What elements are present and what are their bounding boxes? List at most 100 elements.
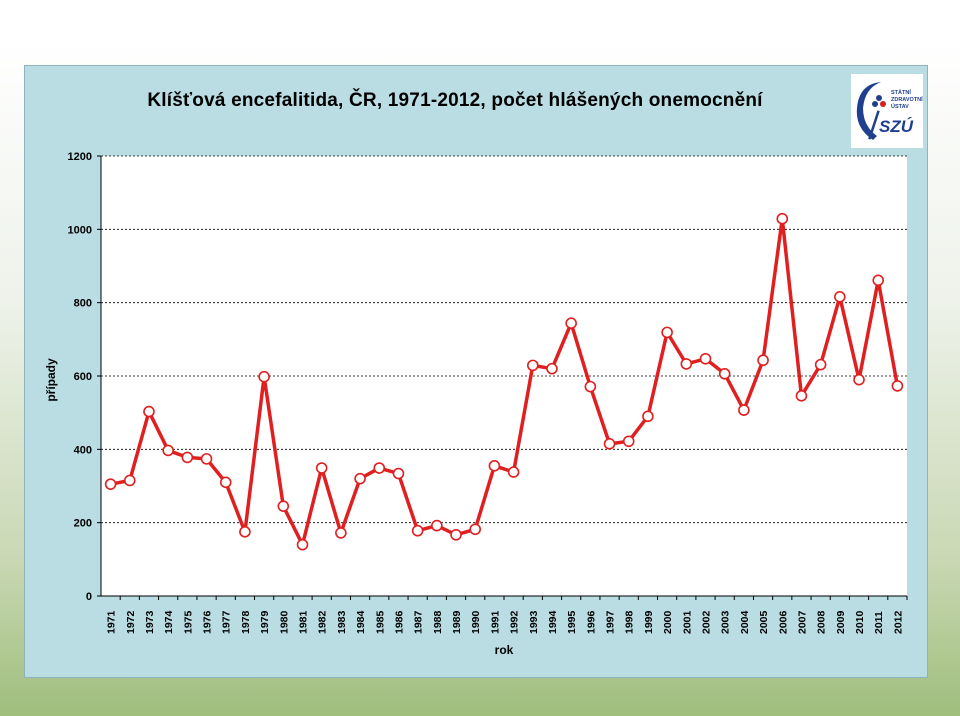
data-point — [891, 380, 904, 392]
x-tick-label: 1992 — [509, 610, 521, 634]
x-tick-label: 1996 — [585, 610, 597, 634]
data-point — [718, 367, 731, 380]
y-tick-label: 200 — [74, 518, 92, 530]
x-tick-label: 2009 — [835, 610, 847, 634]
y-tick-label: 1200 — [68, 151, 92, 163]
data-point — [642, 410, 654, 423]
x-tick-label: 2006 — [777, 610, 789, 634]
x-tick-label: 1997 — [605, 610, 617, 634]
x-tick-label: 2000 — [662, 610, 674, 634]
data-point — [219, 476, 232, 489]
x-tick-label: 1988 — [432, 610, 444, 634]
data-point — [354, 472, 366, 485]
plot-area — [101, 156, 907, 596]
x-tick-label: 2011 — [873, 611, 885, 634]
data-point — [431, 519, 443, 532]
x-tick-label: 1987 — [413, 610, 425, 634]
x-tick-label: 1991 — [489, 610, 501, 634]
logo-stroke — [868, 110, 880, 140]
data-point — [622, 435, 635, 448]
data-point — [776, 212, 789, 225]
x-tick-label: 1983 — [336, 610, 348, 634]
data-point — [738, 404, 750, 416]
series-line — [110, 216, 900, 547]
data-point — [565, 317, 577, 330]
x-tick-label: 1995 — [566, 610, 578, 634]
data-point — [181, 451, 194, 464]
x-tick-label: 2010 — [854, 610, 866, 634]
data-point — [123, 474, 136, 487]
data-point — [584, 380, 597, 393]
logo-dot — [872, 101, 878, 107]
series-group — [110, 216, 900, 547]
x-tick-label: 1975 — [182, 610, 194, 634]
data-point — [143, 405, 155, 418]
data-point — [277, 500, 290, 512]
x-tick-label: 1981 — [298, 610, 310, 634]
data-point — [546, 362, 558, 375]
x-tick-label: 2002 — [701, 610, 713, 634]
data-point — [373, 462, 386, 474]
points-group — [104, 212, 904, 551]
data-point — [469, 523, 482, 536]
chart-frame: Klíšťová encefalitida, ČR, 1971-2012, po… — [24, 65, 928, 678]
x-tick-label: 1974 — [163, 610, 175, 634]
x-tick-label: 1978 — [240, 610, 252, 634]
data-point — [814, 358, 827, 371]
x-tick-label: 1989 — [451, 610, 463, 634]
data-point — [526, 359, 539, 372]
line-chart: 0 200 400 600 800 1000 1200 1971 1972 1973 1974 19… — [44, 151, 908, 657]
data-point — [834, 291, 846, 303]
data-point — [200, 453, 213, 465]
data-point — [450, 528, 462, 541]
data-point — [239, 526, 251, 538]
x-tick-label: 1976 — [202, 610, 214, 634]
logo-text: STÁTNÍ — [891, 88, 911, 96]
y-axis-label: případy — [44, 358, 58, 402]
x-tick-label: 1971 — [106, 610, 118, 634]
y-tick-label: 0 — [86, 591, 92, 603]
y-tick-label: 600 — [74, 371, 92, 383]
data-point — [603, 438, 616, 450]
x-tick-label: 1986 — [393, 610, 405, 634]
logo-dot — [876, 95, 882, 101]
data-point — [680, 358, 693, 370]
x-tick-label: 1973 — [144, 610, 156, 634]
data-point — [104, 478, 117, 490]
logo-text: ÚSTAV — [891, 103, 909, 110]
x-tick-label: 2007 — [796, 610, 808, 634]
x-tick-label: 1998 — [624, 610, 636, 634]
data-point — [872, 274, 885, 287]
x-axis-ticks: 1971 1972 1973 1974 1975 1976 1977 1978 1979 1980… — [106, 596, 908, 634]
y-tick-label: 1000 — [68, 224, 92, 236]
y-tick-label: 400 — [74, 444, 92, 456]
data-point — [411, 524, 424, 537]
data-point — [392, 467, 405, 480]
chart-title: Klíšťová encefalitida, ČR, 1971-2012, po… — [147, 90, 763, 111]
data-point — [315, 462, 328, 474]
y-tick-label: 800 — [74, 298, 92, 310]
x-tick-label: 1980 — [278, 610, 290, 634]
x-tick-label: 1984 — [355, 610, 367, 634]
data-point — [162, 444, 174, 457]
x-tick-label: 1972 — [125, 610, 137, 634]
data-point — [488, 460, 501, 472]
data-point — [853, 373, 865, 386]
x-tick-label: 1999 — [643, 610, 655, 634]
logo-dot — [880, 101, 886, 107]
x-tick-label: 1979 — [259, 610, 271, 634]
x-tick-label: 2008 — [816, 610, 828, 634]
data-point — [661, 326, 673, 339]
data-point — [335, 527, 347, 539]
data-point — [507, 466, 520, 478]
logo-swoosh — [856, 82, 881, 140]
data-point — [699, 352, 712, 365]
data-point — [795, 389, 808, 402]
data-point — [757, 354, 769, 367]
x-tick-label: 2003 — [720, 610, 732, 634]
x-tick-label: 1982 — [317, 610, 329, 634]
data-point — [296, 538, 309, 551]
szu-logo-icon: STÁTNÍ ZDRAVOTNÍ ÚSTAV SZÚ — [851, 74, 923, 148]
x-tick-label: 2012 — [892, 610, 904, 634]
szu-logo-graphic: STÁTNÍ ZDRAVOTNÍ ÚSTAV SZÚ — [856, 82, 923, 140]
